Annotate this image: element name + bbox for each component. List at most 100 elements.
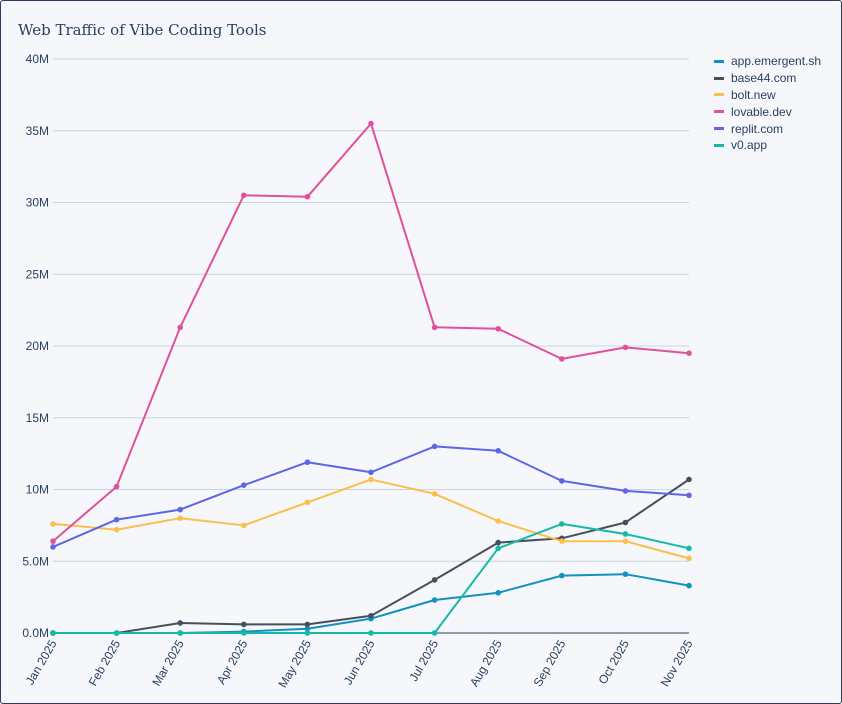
- data-point-replit-com[interactable]: [622, 488, 629, 494]
- data-point-base44-com[interactable]: [686, 476, 692, 483]
- legend-item-app-emergent-sh[interactable]: app.emergent.sh: [714, 53, 821, 70]
- legend-label: app.emergent.sh: [731, 54, 822, 69]
- data-point-replit-com[interactable]: [686, 492, 692, 499]
- data-point-replit-com[interactable]: [241, 482, 247, 488]
- series-line-app-emergent-sh[interactable]: [53, 573, 690, 634]
- legend-item-replit-com[interactable]: replit.com: [714, 120, 821, 137]
- y-tick-label: 30M: [26, 196, 49, 210]
- data-point-replit-com[interactable]: [304, 459, 311, 466]
- series-line-base44-com[interactable]: [53, 478, 690, 634]
- data-point-v0-app[interactable]: [622, 531, 629, 537]
- chart-title: Web Traffic of Vibe Coding Tools: [18, 21, 267, 39]
- data-point-app-emergent-sh[interactable]: [686, 582, 692, 589]
- legend-label: base44.com: [731, 71, 797, 86]
- x-tick-label: Jun 2025: [341, 637, 378, 687]
- x-tick-label: Aug 2025: [467, 637, 505, 689]
- x-tick-label: Apr 2025: [214, 637, 251, 686]
- data-point-v0-app[interactable]: [177, 630, 183, 636]
- data-point-lovable-dev[interactable]: [622, 344, 629, 351]
- data-point-bolt-new[interactable]: [622, 538, 629, 544]
- series-bolt-new: [50, 476, 692, 562]
- x-tick-label: Jan 2025: [23, 637, 60, 687]
- data-point-base44-com[interactable]: [368, 612, 374, 619]
- data-point-bolt-new[interactable]: [304, 499, 311, 506]
- data-point-replit-com[interactable]: [113, 516, 120, 523]
- data-point-base44-com[interactable]: [304, 621, 311, 628]
- data-point-v0-app[interactable]: [304, 630, 311, 636]
- x-tick-label: Feb 2025: [86, 637, 124, 688]
- data-point-lovable-dev[interactable]: [368, 120, 374, 127]
- y-tick-label: 25M: [26, 267, 49, 281]
- y-tick-label: 5.0M: [22, 554, 49, 568]
- data-point-v0-app[interactable]: [431, 630, 438, 636]
- data-point-bolt-new[interactable]: [241, 522, 247, 529]
- data-point-base44-com[interactable]: [241, 621, 247, 628]
- data-point-lovable-dev[interactable]: [113, 483, 120, 490]
- legend-swatch: [714, 143, 724, 147]
- legend-label: v0.app: [731, 138, 768, 153]
- data-point-bolt-new[interactable]: [113, 526, 120, 533]
- legend-label: bolt.new: [731, 87, 776, 102]
- data-point-bolt-new[interactable]: [50, 521, 56, 527]
- series-base44-com: [50, 476, 692, 636]
- data-point-replit-com[interactable]: [368, 469, 374, 476]
- y-tick-label: 20M: [26, 339, 49, 353]
- y-tick-label: 40M: [26, 52, 49, 66]
- data-point-bolt-new[interactable]: [686, 555, 692, 562]
- data-point-lovable-dev[interactable]: [686, 350, 692, 356]
- legend-label: lovable.dev: [731, 104, 792, 119]
- series-replit-com: [50, 443, 692, 550]
- legend-item-base44-com[interactable]: base44.com: [714, 70, 821, 87]
- data-point-lovable-dev[interactable]: [559, 356, 565, 362]
- data-point-base44-com[interactable]: [177, 620, 183, 626]
- data-point-app-emergent-sh[interactable]: [304, 625, 311, 632]
- x-tick-label: Sep 2025: [531, 637, 569, 689]
- data-point-app-emergent-sh[interactable]: [622, 571, 629, 577]
- data-point-lovable-dev[interactable]: [431, 324, 438, 331]
- data-point-base44-com[interactable]: [622, 519, 629, 526]
- data-point-bolt-new[interactable]: [559, 538, 565, 544]
- data-point-base44-com[interactable]: [431, 577, 438, 583]
- data-point-replit-com[interactable]: [495, 447, 502, 454]
- data-point-replit-com[interactable]: [50, 544, 56, 550]
- series-app-emergent-sh: [50, 571, 692, 636]
- legend-item-lovable-dev[interactable]: lovable.dev: [714, 103, 821, 120]
- series-v0-app: [50, 521, 692, 636]
- legend-swatch: [714, 93, 724, 97]
- series-lovable-dev: [50, 120, 692, 544]
- data-point-base44-com[interactable]: [495, 539, 502, 546]
- data-point-bolt-new[interactable]: [368, 476, 374, 483]
- data-point-lovable-dev[interactable]: [495, 325, 502, 332]
- data-point-replit-com[interactable]: [559, 478, 565, 484]
- y-tick-label: 0.0M: [22, 626, 49, 640]
- data-point-lovable-dev[interactable]: [50, 538, 56, 544]
- series-line-bolt-new[interactable]: [52, 478, 690, 560]
- y-tick-label: 35M: [26, 124, 49, 138]
- data-point-app-emergent-sh[interactable]: [495, 590, 502, 596]
- y-tick-label: 10M: [26, 483, 49, 497]
- data-point-lovable-dev[interactable]: [177, 324, 183, 331]
- data-point-app-emergent-sh[interactable]: [431, 597, 438, 603]
- data-point-replit-com[interactable]: [431, 443, 438, 450]
- x-tick-label: Oct 2025: [596, 637, 633, 686]
- legend-swatch: [714, 59, 724, 63]
- data-point-v0-app[interactable]: [495, 545, 502, 552]
- legend-item-bolt-new[interactable]: bolt.new: [714, 87, 821, 104]
- data-point-lovable-dev[interactable]: [304, 193, 311, 200]
- series-line-replit-com[interactable]: [52, 445, 690, 548]
- data-point-replit-com[interactable]: [177, 506, 183, 513]
- data-point-lovable-dev[interactable]: [241, 192, 247, 199]
- data-point-v0-app[interactable]: [50, 630, 56, 636]
- data-point-bolt-new[interactable]: [431, 491, 438, 497]
- data-point-v0-app[interactable]: [559, 521, 565, 527]
- data-point-v0-app[interactable]: [686, 545, 692, 552]
- chart-legend: app.emergent.sh base44.com bolt.new lovable…: [714, 53, 821, 154]
- data-point-app-emergent-sh[interactable]: [559, 572, 565, 579]
- data-point-v0-app[interactable]: [368, 630, 374, 636]
- legend-item-v0-app[interactable]: v0.app: [714, 137, 821, 154]
- data-point-bolt-new[interactable]: [495, 518, 502, 524]
- data-point-bolt-new[interactable]: [177, 515, 183, 521]
- data-point-v0-app[interactable]: [113, 630, 120, 636]
- data-point-v0-app[interactable]: [241, 630, 247, 636]
